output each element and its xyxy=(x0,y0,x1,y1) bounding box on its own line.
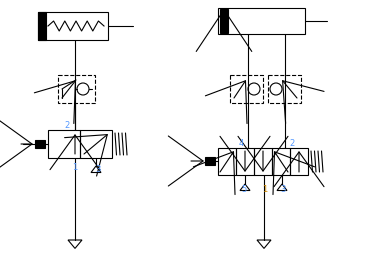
Bar xyxy=(218,148,236,175)
Text: 2: 2 xyxy=(289,138,294,148)
Text: 4: 4 xyxy=(238,138,244,148)
Bar xyxy=(290,148,308,175)
Bar xyxy=(254,148,272,175)
Bar xyxy=(268,75,301,103)
Text: 2: 2 xyxy=(64,121,70,129)
Bar xyxy=(236,148,254,175)
Text: 3: 3 xyxy=(280,184,286,194)
Bar xyxy=(58,75,95,103)
Bar xyxy=(48,130,80,158)
Bar xyxy=(38,12,108,40)
Bar xyxy=(230,75,263,103)
Bar xyxy=(220,9,228,33)
Text: 1: 1 xyxy=(72,163,77,172)
Bar xyxy=(38,12,46,40)
Bar xyxy=(35,140,45,148)
Bar xyxy=(272,148,290,175)
Text: 3: 3 xyxy=(95,165,101,174)
Bar xyxy=(205,157,215,165)
Text: 5: 5 xyxy=(241,184,246,194)
Bar xyxy=(218,8,305,34)
Bar xyxy=(80,130,112,158)
Text: 1: 1 xyxy=(262,184,268,194)
